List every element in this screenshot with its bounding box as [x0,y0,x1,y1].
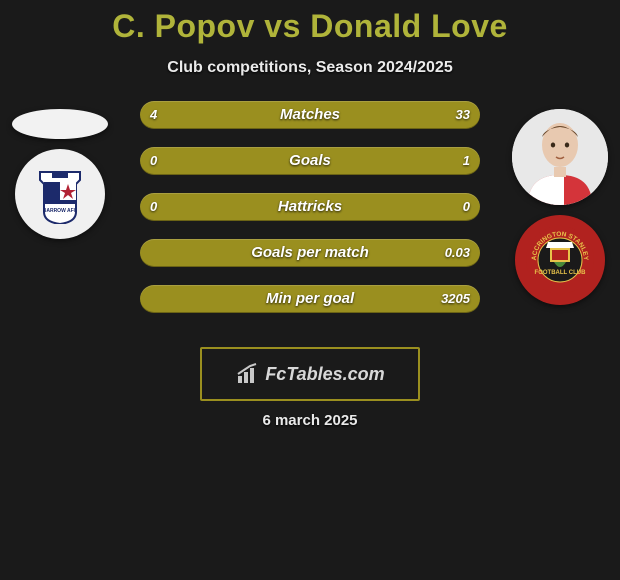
stat-value-right: 0.03 [445,239,470,267]
stat-value-right: 1 [463,147,470,175]
player-right-avatar [512,109,608,205]
player-left-crest: BARROW AFC [15,149,105,239]
stat-label: Goals [140,147,480,175]
stat-value-left: 4 [150,101,157,129]
watermark-text: FcTables.com [265,364,384,385]
stat-value-right: 33 [456,101,470,129]
player-right-column: FOOTBALL CLUB ACCRINGTON STANLEY [512,109,608,305]
svg-text:BARROW AFC: BARROW AFC [43,208,78,214]
avatar-icon [512,109,608,205]
crest-icon: BARROW AFC [30,164,90,224]
stat-value-left: 0 [150,147,157,175]
stat-label: Min per goal [140,285,480,313]
stat-value-left: 0 [150,193,157,221]
date-label: 6 march 2025 [0,412,620,429]
stat-row-goals-per-match: Goals per match0.03 [140,239,480,267]
svg-text:FOOTBALL CLUB: FOOTBALL CLUB [535,270,587,276]
player-left-avatar [12,109,108,139]
chart-icon [235,362,259,386]
stat-row-matches: Matches4 33 [140,101,480,129]
stat-label: Goals per match [140,239,480,267]
stat-bars: Matches433Goals01Hattricks00Goals per ma… [140,101,480,331]
player-left-column: BARROW AFC [12,109,108,239]
stat-value-right: 0 [463,193,470,221]
watermark: FcTables.com [200,347,420,401]
player-right-crest: FOOTBALL CLUB ACCRINGTON STANLEY [515,215,605,305]
stat-row-goals: Goals0 1 [140,147,480,175]
stat-label: Matches [140,101,480,129]
page-subtitle: Club competitions, Season 2024/2025 [0,59,620,77]
page-title: C. Popov vs Donald Love [0,0,620,45]
stat-row-min-per-goal: Min per goal3205 [140,285,480,313]
stat-label: Hattricks [140,193,480,221]
stat-row-hattricks: Hattricks0 0 [140,193,480,221]
stat-value-right: 3205 [441,285,470,313]
crest-icon: FOOTBALL CLUB ACCRINGTON STANLEY [524,224,596,296]
